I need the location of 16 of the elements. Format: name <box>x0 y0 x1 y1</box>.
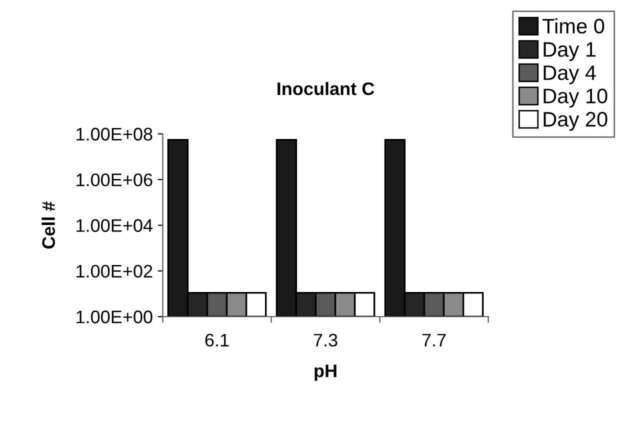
x-tick-label: 7.7 <box>422 334 446 346</box>
x-axis-title: pH <box>314 364 336 381</box>
legend-label: Day 10 <box>544 88 608 108</box>
y-tick-label: 1.00E+06 <box>76 173 152 186</box>
legend-label: Day 1 <box>544 42 596 61</box>
chart-title: Inoculant C <box>278 82 374 96</box>
y-axis-title: Cell # <box>42 201 55 249</box>
x-tick-label: 6.1 <box>205 334 229 347</box>
y-tick-label: 1.00E+08 <box>76 128 152 141</box>
y-tick-label: 1.00E+02 <box>76 264 152 278</box>
legend-label: Day 4 <box>544 66 596 84</box>
y-tick-label: 1.00E+00 <box>76 310 152 324</box>
x-tick-label: 7.3 <box>314 334 338 347</box>
y-tick-label: 1.00E+04 <box>76 219 153 232</box>
legend-label: Time 0 <box>542 18 604 34</box>
legend-label: Day 20 <box>544 112 608 131</box>
